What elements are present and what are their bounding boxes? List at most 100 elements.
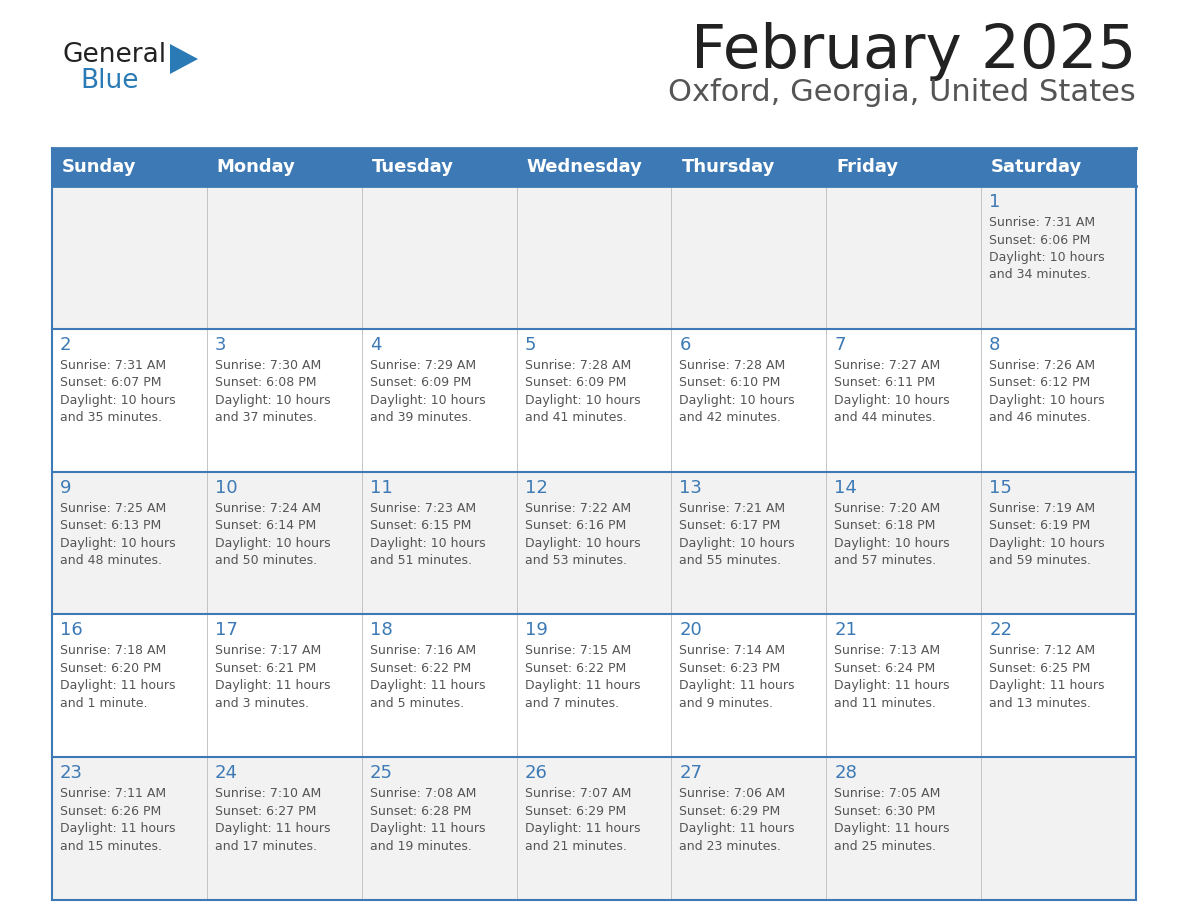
Text: Sunrise: 7:14 AM
Sunset: 6:23 PM
Daylight: 11 hours
and 9 minutes.: Sunrise: 7:14 AM Sunset: 6:23 PM Dayligh… [680, 644, 795, 710]
Bar [517, 329, 671, 472]
Text: 14: 14 [834, 478, 858, 497]
Bar [361, 757, 517, 900]
Bar [827, 757, 981, 900]
Text: Sunrise: 7:15 AM
Sunset: 6:22 PM
Daylight: 11 hours
and 7 minutes.: Sunrise: 7:15 AM Sunset: 6:22 PM Dayligh… [525, 644, 640, 710]
Bar [671, 186, 827, 329]
Bar [52, 757, 207, 900]
Text: 13: 13 [680, 478, 702, 497]
Text: Sunrise: 7:08 AM
Sunset: 6:28 PM
Daylight: 11 hours
and 19 minutes.: Sunrise: 7:08 AM Sunset: 6:28 PM Dayligh… [369, 788, 485, 853]
Bar [517, 757, 671, 900]
Bar [827, 148, 981, 186]
Text: 19: 19 [525, 621, 548, 640]
Text: Saturday: Saturday [991, 158, 1082, 176]
Bar [981, 472, 1136, 614]
Text: Thursday: Thursday [682, 158, 775, 176]
Text: Sunrise: 7:23 AM
Sunset: 6:15 PM
Daylight: 10 hours
and 51 minutes.: Sunrise: 7:23 AM Sunset: 6:15 PM Dayligh… [369, 501, 486, 567]
Text: 16: 16 [61, 621, 83, 640]
Bar [981, 757, 1136, 900]
Text: 8: 8 [990, 336, 1000, 353]
Bar [981, 614, 1136, 757]
Text: 24: 24 [215, 764, 238, 782]
Text: Sunrise: 7:07 AM
Sunset: 6:29 PM
Daylight: 11 hours
and 21 minutes.: Sunrise: 7:07 AM Sunset: 6:29 PM Dayligh… [525, 788, 640, 853]
Text: 2: 2 [61, 336, 71, 353]
Bar [361, 148, 517, 186]
Text: Sunrise: 7:30 AM
Sunset: 6:08 PM
Daylight: 10 hours
and 37 minutes.: Sunrise: 7:30 AM Sunset: 6:08 PM Dayligh… [215, 359, 330, 424]
Text: 28: 28 [834, 764, 858, 782]
Text: Sunrise: 7:29 AM
Sunset: 6:09 PM
Daylight: 10 hours
and 39 minutes.: Sunrise: 7:29 AM Sunset: 6:09 PM Dayligh… [369, 359, 486, 424]
Text: Sunrise: 7:10 AM
Sunset: 6:27 PM
Daylight: 11 hours
and 17 minutes.: Sunrise: 7:10 AM Sunset: 6:27 PM Dayligh… [215, 788, 330, 853]
Text: Sunday: Sunday [62, 158, 137, 176]
Bar [517, 148, 671, 186]
Text: Wednesday: Wednesday [526, 158, 643, 176]
Bar [361, 614, 517, 757]
Bar [52, 148, 207, 186]
Bar [827, 186, 981, 329]
Bar [671, 614, 827, 757]
Bar [517, 186, 671, 329]
Bar [827, 472, 981, 614]
Text: February 2025: February 2025 [690, 22, 1136, 81]
Text: Sunrise: 7:24 AM
Sunset: 6:14 PM
Daylight: 10 hours
and 50 minutes.: Sunrise: 7:24 AM Sunset: 6:14 PM Dayligh… [215, 501, 330, 567]
Text: 4: 4 [369, 336, 381, 353]
Text: General: General [62, 42, 166, 68]
Bar [671, 757, 827, 900]
Text: Sunrise: 7:16 AM
Sunset: 6:22 PM
Daylight: 11 hours
and 5 minutes.: Sunrise: 7:16 AM Sunset: 6:22 PM Dayligh… [369, 644, 485, 710]
Text: Oxford, Georgia, United States: Oxford, Georgia, United States [668, 78, 1136, 107]
Text: 12: 12 [525, 478, 548, 497]
Text: Sunrise: 7:27 AM
Sunset: 6:11 PM
Daylight: 10 hours
and 44 minutes.: Sunrise: 7:27 AM Sunset: 6:11 PM Dayligh… [834, 359, 950, 424]
Text: Sunrise: 7:06 AM
Sunset: 6:29 PM
Daylight: 11 hours
and 23 minutes.: Sunrise: 7:06 AM Sunset: 6:29 PM Dayligh… [680, 788, 795, 853]
Text: 9: 9 [61, 478, 71, 497]
Text: Sunrise: 7:20 AM
Sunset: 6:18 PM
Daylight: 10 hours
and 57 minutes.: Sunrise: 7:20 AM Sunset: 6:18 PM Dayligh… [834, 501, 950, 567]
Text: Sunrise: 7:18 AM
Sunset: 6:20 PM
Daylight: 11 hours
and 1 minute.: Sunrise: 7:18 AM Sunset: 6:20 PM Dayligh… [61, 644, 176, 710]
Bar [517, 614, 671, 757]
Text: Tuesday: Tuesday [372, 158, 454, 176]
Text: 26: 26 [525, 764, 548, 782]
Bar [827, 329, 981, 472]
Text: Sunrise: 7:26 AM
Sunset: 6:12 PM
Daylight: 10 hours
and 46 minutes.: Sunrise: 7:26 AM Sunset: 6:12 PM Dayligh… [990, 359, 1105, 424]
Text: 25: 25 [369, 764, 393, 782]
Text: 23: 23 [61, 764, 83, 782]
Bar [207, 329, 361, 472]
Text: Sunrise: 7:05 AM
Sunset: 6:30 PM
Daylight: 11 hours
and 25 minutes.: Sunrise: 7:05 AM Sunset: 6:30 PM Dayligh… [834, 788, 949, 853]
Bar [52, 614, 207, 757]
Text: Sunrise: 7:31 AM
Sunset: 6:06 PM
Daylight: 10 hours
and 34 minutes.: Sunrise: 7:31 AM Sunset: 6:06 PM Dayligh… [990, 216, 1105, 282]
Text: Monday: Monday [217, 158, 296, 176]
Bar [981, 329, 1136, 472]
Text: 3: 3 [215, 336, 227, 353]
Text: Sunrise: 7:22 AM
Sunset: 6:16 PM
Daylight: 10 hours
and 53 minutes.: Sunrise: 7:22 AM Sunset: 6:16 PM Dayligh… [525, 501, 640, 567]
Bar [207, 148, 361, 186]
Polygon shape [170, 44, 198, 74]
Text: 18: 18 [369, 621, 392, 640]
Text: Blue: Blue [80, 68, 139, 94]
Text: Sunrise: 7:21 AM
Sunset: 6:17 PM
Daylight: 10 hours
and 55 minutes.: Sunrise: 7:21 AM Sunset: 6:17 PM Dayligh… [680, 501, 795, 567]
Text: 21: 21 [834, 621, 858, 640]
Text: 11: 11 [369, 478, 392, 497]
Text: Sunrise: 7:19 AM
Sunset: 6:19 PM
Daylight: 10 hours
and 59 minutes.: Sunrise: 7:19 AM Sunset: 6:19 PM Dayligh… [990, 501, 1105, 567]
Text: 22: 22 [990, 621, 1012, 640]
Text: Sunrise: 7:28 AM
Sunset: 6:10 PM
Daylight: 10 hours
and 42 minutes.: Sunrise: 7:28 AM Sunset: 6:10 PM Dayligh… [680, 359, 795, 424]
Text: Sunrise: 7:17 AM
Sunset: 6:21 PM
Daylight: 11 hours
and 3 minutes.: Sunrise: 7:17 AM Sunset: 6:21 PM Dayligh… [215, 644, 330, 710]
Text: 5: 5 [525, 336, 536, 353]
Text: 27: 27 [680, 764, 702, 782]
Bar [52, 329, 207, 472]
Bar [207, 186, 361, 329]
Text: Friday: Friday [836, 158, 898, 176]
Text: 1: 1 [990, 193, 1000, 211]
Text: Sunrise: 7:28 AM
Sunset: 6:09 PM
Daylight: 10 hours
and 41 minutes.: Sunrise: 7:28 AM Sunset: 6:09 PM Dayligh… [525, 359, 640, 424]
Bar [981, 186, 1136, 329]
Bar [207, 757, 361, 900]
Text: Sunrise: 7:25 AM
Sunset: 6:13 PM
Daylight: 10 hours
and 48 minutes.: Sunrise: 7:25 AM Sunset: 6:13 PM Dayligh… [61, 501, 176, 567]
Bar [361, 329, 517, 472]
Bar [517, 472, 671, 614]
Bar [361, 186, 517, 329]
Bar [52, 186, 207, 329]
Text: Sunrise: 7:13 AM
Sunset: 6:24 PM
Daylight: 11 hours
and 11 minutes.: Sunrise: 7:13 AM Sunset: 6:24 PM Dayligh… [834, 644, 949, 710]
Bar [827, 614, 981, 757]
Text: Sunrise: 7:31 AM
Sunset: 6:07 PM
Daylight: 10 hours
and 35 minutes.: Sunrise: 7:31 AM Sunset: 6:07 PM Dayligh… [61, 359, 176, 424]
Bar [52, 472, 207, 614]
Text: Sunrise: 7:12 AM
Sunset: 6:25 PM
Daylight: 11 hours
and 13 minutes.: Sunrise: 7:12 AM Sunset: 6:25 PM Dayligh… [990, 644, 1105, 710]
Bar [671, 148, 827, 186]
Text: 20: 20 [680, 621, 702, 640]
Text: 10: 10 [215, 478, 238, 497]
Bar [671, 472, 827, 614]
